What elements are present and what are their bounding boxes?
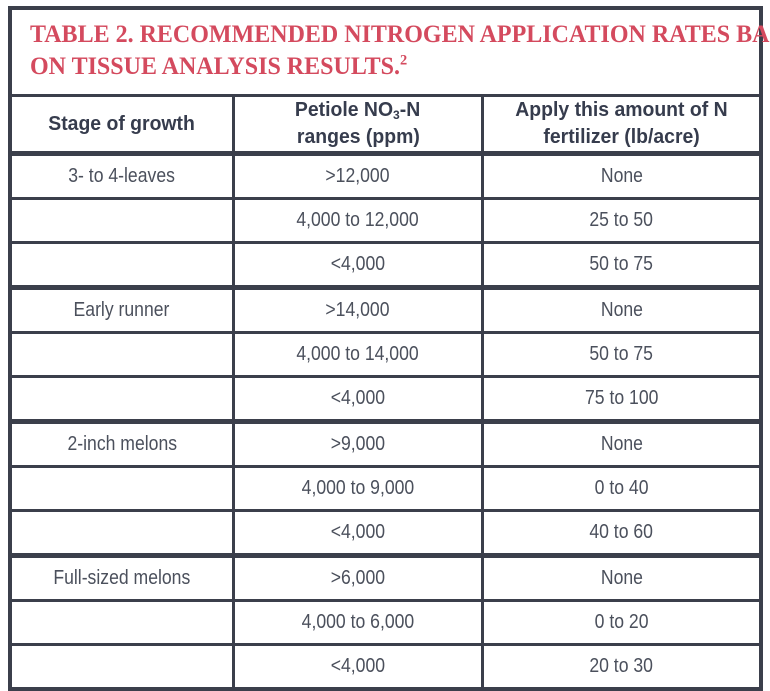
apply-cell: 25 to 50 [481, 197, 761, 244]
column-header-stage-label: Stage of growth [48, 112, 196, 135]
range-cell: 4,000 to 12,000 [231, 197, 485, 244]
range-cell: <4,000 [231, 509, 485, 557]
table-header-row: Stage of growth Petiole NO3-N ranges (pp… [10, 95, 761, 155]
table-row: <4,000 75 to 100 [10, 375, 761, 423]
apply-cell: 20 to 30 [481, 643, 761, 689]
column-header-petiole-line1: Petiole NO3-N [295, 99, 421, 124]
range-cell: <4,000 [231, 241, 485, 289]
range-cell: >12,000 [231, 151, 485, 200]
range-value: 4,000 to 14,000 [296, 343, 420, 365]
range-value: <4,000 [330, 387, 386, 409]
stage-cell: Early runner [10, 285, 235, 334]
range-value: >9,000 [330, 433, 386, 455]
apply-value: 25 to 50 [589, 209, 654, 231]
stage-cell [10, 509, 235, 557]
stage-cell [10, 375, 235, 423]
petiole-pre: Petiole NO [295, 99, 394, 121]
apply-cell: None [481, 285, 761, 334]
apply-value: 20 to 30 [589, 655, 654, 677]
apply-value: None [600, 567, 643, 589]
stage-cell [10, 465, 235, 512]
apply-cell: 50 to 75 [481, 241, 761, 289]
range-cell: 4,000 to 9,000 [231, 465, 485, 512]
table-row: <4,000 40 to 60 [10, 509, 761, 557]
range-value: <4,000 [330, 655, 386, 677]
column-header-petiole-line2: ranges (ppm) [296, 126, 420, 148]
apply-cell: 75 to 100 [481, 375, 761, 423]
range-cell: 4,000 to 14,000 [231, 331, 485, 378]
stage-cell [10, 643, 235, 689]
range-cell: 4,000 to 6,000 [231, 599, 485, 646]
range-value: >6,000 [330, 567, 386, 589]
apply-value: 50 to 75 [589, 343, 654, 365]
apply-cell: None [481, 553, 761, 602]
range-value: <4,000 [330, 253, 386, 275]
stage-value: 3- to 4-leaves [68, 165, 176, 187]
range-cell: >14,000 [231, 285, 485, 334]
range-value: 4,000 to 12,000 [296, 209, 420, 231]
stage-cell: 2-inch melons [10, 419, 235, 468]
petiole-post: -N [400, 99, 421, 121]
petiole-subscript: 3 [393, 108, 401, 123]
column-header-petiole: Petiole NO3-N ranges (ppm) [231, 95, 485, 155]
table-row: Full-sized melons >6,000 None [10, 553, 761, 602]
range-cell: <4,000 [231, 643, 485, 689]
table-title-line2: ON TISSUE ANALYSIS RESULTS.2 [30, 51, 714, 83]
table-row: 4,000 to 14,000 50 to 75 [10, 331, 761, 378]
stage-cell: 3- to 4-leaves [10, 151, 235, 200]
apply-value: None [600, 433, 643, 455]
range-value: 4,000 to 9,000 [301, 477, 415, 499]
nitrogen-rates-table: Stage of growth Petiole NO3-N ranges (pp… [10, 95, 761, 689]
apply-value: 0 to 20 [594, 611, 649, 633]
range-value: >12,000 [325, 165, 390, 187]
apply-cell: 0 to 40 [481, 465, 761, 512]
range-cell: <4,000 [231, 375, 485, 423]
range-value: 4,000 to 6,000 [301, 611, 415, 633]
table-row: <4,000 20 to 30 [10, 643, 761, 689]
apply-cell: 40 to 60 [481, 509, 761, 557]
table-title: TABLE 2. RECOMMENDED NITROGEN APPLICATIO… [12, 10, 770, 97]
stage-value: Early runner [73, 299, 170, 321]
apply-cell: None [481, 151, 761, 200]
range-value: <4,000 [330, 521, 386, 543]
table-row: <4,000 50 to 75 [10, 241, 761, 289]
stage-cell [10, 331, 235, 378]
stage-cell [10, 241, 235, 289]
table-frame: TABLE 2. RECOMMENDED NITROGEN APPLICATIO… [8, 6, 770, 691]
stage-cell [10, 599, 235, 646]
stage-value: 2-inch melons [67, 433, 177, 455]
column-header-apply-line2: fertilizer (lb/acre) [543, 126, 700, 148]
stage-cell: Full-sized melons [10, 553, 235, 602]
table-row: 2-inch melons >9,000 None [10, 419, 761, 468]
apply-value: None [600, 165, 643, 187]
table-title-line2-text: ON TISSUE ANALYSIS RESULTS. [30, 53, 400, 80]
apply-value: 40 to 60 [589, 521, 654, 543]
column-header-apply: Apply this amount of N fertilizer (lb/ac… [481, 95, 761, 155]
stage-value: Full-sized melons [53, 567, 191, 589]
stage-cell [10, 197, 235, 244]
column-header-stage: Stage of growth [10, 95, 235, 155]
apply-cell: 0 to 20 [481, 599, 761, 646]
table-row: 3- to 4-leaves >12,000 None [10, 151, 761, 200]
range-value: >14,000 [325, 299, 390, 321]
apply-value: 75 to 100 [584, 387, 659, 409]
footnote-marker: 2 [399, 52, 408, 69]
apply-cell: None [481, 419, 761, 468]
table-row: 4,000 to 9,000 0 to 40 [10, 465, 761, 512]
table-title-line1: TABLE 2. RECOMMENDED NITROGEN APPLICATIO… [30, 21, 770, 48]
apply-value: 0 to 40 [594, 477, 649, 499]
range-cell: >9,000 [231, 419, 485, 468]
table-row: 4,000 to 6,000 0 to 20 [10, 599, 761, 646]
table-row: Early runner >14,000 None [10, 285, 761, 334]
apply-value: 50 to 75 [589, 253, 654, 275]
column-header-apply-line1: Apply this amount of N [515, 99, 728, 121]
range-cell: >6,000 [231, 553, 485, 602]
apply-value: None [600, 299, 643, 321]
table-row: 4,000 to 12,000 25 to 50 [10, 197, 761, 244]
apply-cell: 50 to 75 [481, 331, 761, 378]
